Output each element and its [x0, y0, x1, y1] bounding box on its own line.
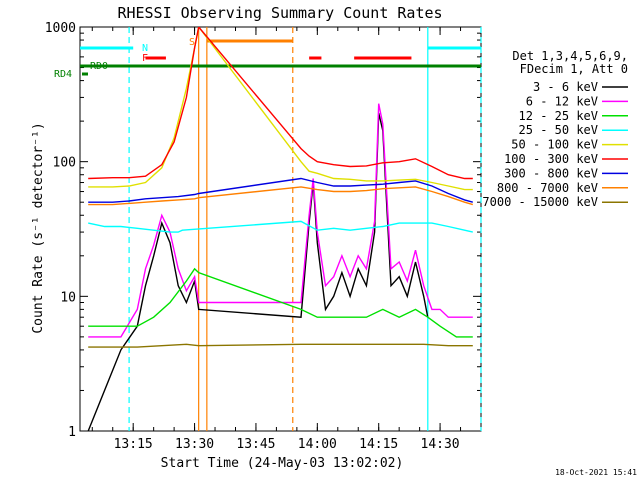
- x-tick-label: 13:45: [236, 437, 275, 452]
- legend-label: 300 - 800 keV: [504, 166, 598, 180]
- series-line-s_300_800: [88, 177, 473, 203]
- legend-label: 100 - 300 keV: [504, 152, 598, 166]
- x-axis-label: Start Time (24-May-03 13:02:02): [161, 456, 404, 471]
- legend-label: 50 - 100 keV: [511, 138, 598, 152]
- x-tick-label: 14:30: [421, 437, 460, 452]
- x-tick-label: 14:00: [298, 437, 337, 452]
- legend-label: 7000 - 15000 keV: [482, 195, 598, 209]
- x-tick-label: 13:15: [114, 437, 153, 452]
- series-line-s_12_25: [88, 267, 473, 338]
- series-line-s_3_6: [87, 112, 429, 431]
- y-tick-label: 1: [68, 425, 76, 440]
- legend-header: Det 1,3,4,5,6,9,: [512, 49, 628, 63]
- series-group: [87, 27, 473, 431]
- flag-rd4-label: RD4: [54, 69, 72, 80]
- flag-s-label: S: [189, 37, 195, 48]
- legend-label: 25 - 50 keV: [519, 123, 598, 137]
- flag-rd0-label: RD0: [90, 61, 108, 72]
- y-tick-label: 100: [53, 156, 76, 171]
- flag-f-label: F: [142, 53, 148, 64]
- legend: Det 1,3,4,5,6,9,FDecim 1, Att 0 3 - 6 keV…: [482, 49, 628, 209]
- chart-title: RHESSI Observing Summary Count Rates: [117, 4, 442, 22]
- legend-label: 3 - 6 keV: [533, 80, 598, 94]
- plot-area: 13:15 13:30 13:45 14:00 14:15 14:30 1 10 100 1000…: [45, 21, 482, 452]
- y-tick-label: 1000: [45, 21, 76, 36]
- y-tick-label: 10: [60, 290, 76, 305]
- series-line-s_100_300: [88, 27, 473, 180]
- legend-label: 12 - 25 keV: [519, 109, 598, 123]
- x-tick-label: 13:30: [175, 437, 214, 452]
- series-line-s_800_7000: [88, 186, 473, 206]
- legend-label: 6 - 12 keV: [526, 94, 598, 108]
- flag-n-label: N: [142, 43, 148, 54]
- legend-label: 800 - 7000 keV: [497, 181, 598, 195]
- y-axis-label: Count Rate (s⁻¹ detector⁻¹): [31, 122, 46, 333]
- series-line-s_7000_15000: [88, 343, 473, 348]
- footer-date: 18-Oct-2021 15:41: [555, 468, 637, 477]
- legend-header: FDecim 1, Att 0: [520, 62, 628, 76]
- series-line-s_25_50: [88, 220, 473, 233]
- series-line-s_50_100: [88, 27, 473, 191]
- series-line-s_6_12: [88, 103, 473, 338]
- x-tick-label: 14:15: [359, 437, 398, 452]
